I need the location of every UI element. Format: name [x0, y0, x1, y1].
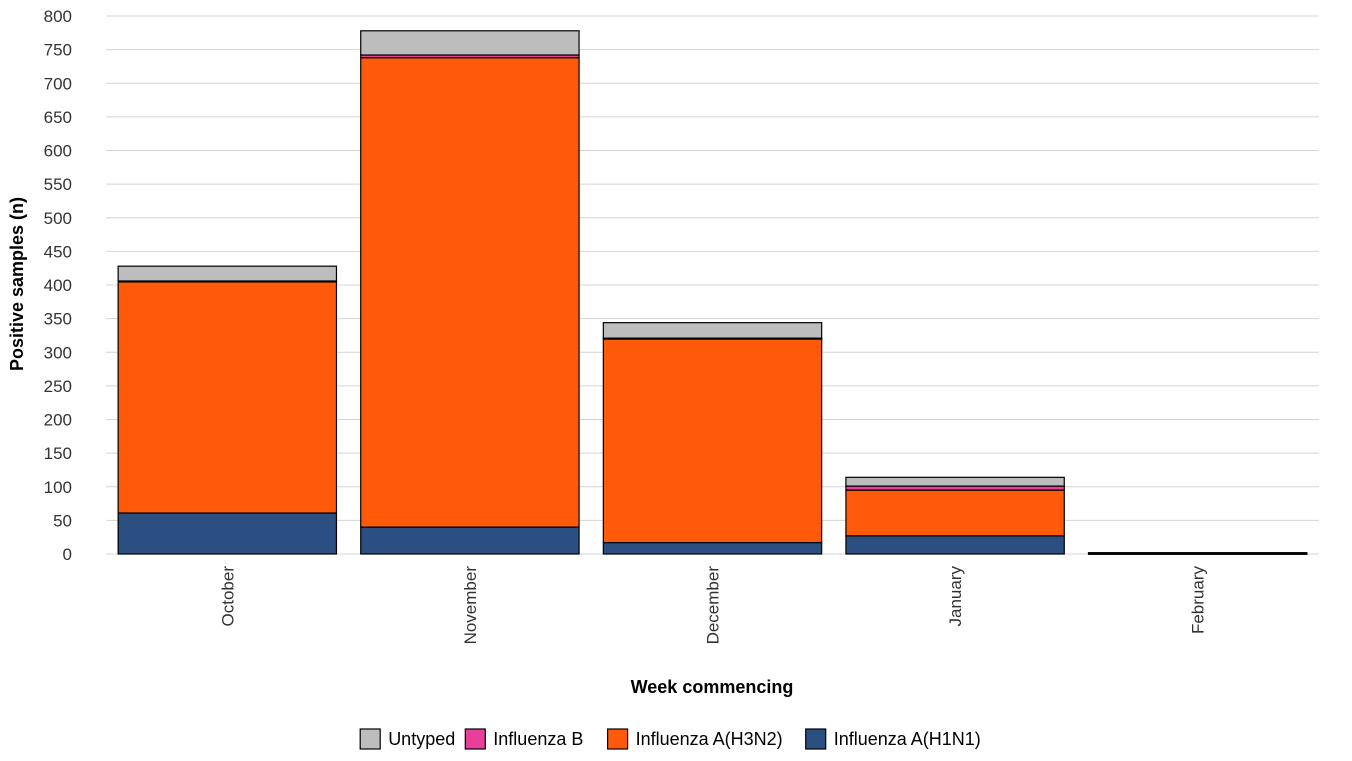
bar-segment	[117, 281, 338, 514]
y-tick-label: 150	[44, 444, 72, 463]
legend-swatch	[359, 728, 381, 750]
x-tick-label: November	[461, 566, 480, 645]
y-tick-label: 50	[53, 511, 72, 530]
bar-segment	[602, 338, 823, 544]
y-tick-label: 750	[44, 41, 72, 60]
y-tick-label: 500	[44, 209, 72, 228]
y-tick-label: 100	[44, 478, 72, 497]
y-tick-label: 350	[44, 310, 72, 329]
legend-swatch	[805, 728, 827, 750]
legend-label: Influenza B	[493, 729, 583, 749]
y-tick-label: 0	[63, 545, 72, 564]
legend-label: Influenza A(H3N2)	[636, 729, 783, 749]
y-tick-label: 800	[44, 7, 72, 26]
legend-swatch	[606, 728, 629, 750]
bar-segment	[845, 485, 1065, 491]
y-tick-label: 400	[44, 276, 72, 295]
bar-segment	[845, 489, 1065, 537]
bar-segment	[360, 30, 580, 56]
y-tick-label: 650	[44, 108, 72, 127]
x-tick-label: January	[946, 566, 965, 627]
y-tick-label: 250	[44, 377, 72, 396]
bar-segment	[117, 512, 338, 555]
y-tick-label: 200	[44, 411, 72, 430]
x-tick-label: October	[218, 566, 237, 627]
bar-segment	[117, 265, 338, 282]
x-axis-title: Week commencing	[631, 677, 794, 697]
bar-segment	[1087, 552, 1308, 555]
y-tick-label: 550	[44, 175, 72, 194]
bar-segment	[602, 541, 823, 555]
bar-segment	[360, 526, 580, 555]
x-axis-ticks: October November December January February	[218, 566, 1207, 645]
bar-segment	[602, 322, 823, 339]
legend-label: Untyped	[388, 729, 455, 749]
bar-segment	[845, 535, 1065, 555]
legend-label: Influenza A(H1N1)	[834, 729, 981, 749]
bar-segment	[845, 476, 1065, 487]
y-tick-label: 700	[44, 74, 72, 93]
legend: Untyped Influenza B Influenza A(H3N2) Influ…	[359, 728, 981, 750]
bars	[117, 30, 1308, 555]
bar-segment	[360, 57, 580, 528]
y-axis-title: Positive samples (n)	[7, 197, 27, 371]
y-axis-ticks: 0 50 100 150 200 250 300 350 400 450 500 550 600 650 7…	[44, 7, 72, 564]
y-tick-label: 300	[44, 343, 72, 362]
x-tick-label: December	[704, 566, 723, 645]
legend-swatch	[464, 728, 486, 750]
x-tick-label: February	[1189, 566, 1208, 635]
y-tick-label: 600	[44, 142, 72, 161]
y-tick-label: 450	[44, 242, 72, 261]
